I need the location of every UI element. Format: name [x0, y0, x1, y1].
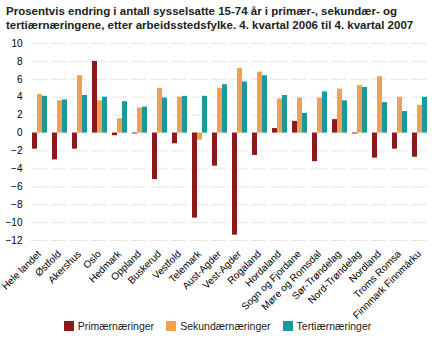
svg-text:2: 2 — [17, 109, 23, 120]
svg-text:10: 10 — [11, 37, 23, 48]
html-text:Tertiærnæringer: Tertiærnæringer — [296, 319, 372, 332]
svg-text:−2: −2 — [11, 145, 23, 156]
svg-text:Østfold: Østfold — [33, 248, 64, 279]
svg-text:6: 6 — [17, 73, 23, 84]
svg-text:Sogn og Fjordane: Sogn og Fjordane — [239, 248, 304, 312]
svg-text:Vestfold: Vestfold — [150, 248, 184, 281]
svg-text:Rogaland: Rogaland — [225, 248, 264, 286]
svg-text:Vest-Agder: Vest-Agder — [200, 248, 244, 291]
svg-text:−4: −4 — [11, 163, 23, 174]
svg-text:4: 4 — [17, 91, 23, 102]
svg-text:8: 8 — [17, 55, 23, 66]
svg-text:Oslo: Oslo — [80, 248, 104, 271]
svg-text:Buskerud: Buskerud — [125, 248, 164, 286]
svg-text:Akershus: Akershus — [46, 248, 83, 285]
svg-text:−6: −6 — [11, 181, 23, 192]
html-text:Sekundærnæringer: Sekundærnæringer — [180, 319, 271, 332]
svg-text:Telemark: Telemark — [166, 248, 204, 285]
svg-text:Aust-Agder: Aust-Agder — [180, 248, 224, 292]
html-text:Primærnæringer: Primærnæringer — [77, 319, 155, 332]
svg-text:0: 0 — [17, 127, 23, 138]
html-text:Prosentvis endring i antall sy: Prosentvis endring i antall sysselsatte … — [6, 5, 414, 32]
svg-text:Nord-Trøndelag: Nord-Trøndelag — [305, 248, 364, 306]
svg-text:Nordland: Nordland — [346, 248, 384, 285]
svg-text:Sør-Trøndelag: Sør-Trøndelag — [289, 248, 344, 302]
svg-text:−8: −8 — [11, 199, 23, 210]
svg-text:−12: −12 — [6, 234, 23, 245]
svg-text:Hedmark: Hedmark — [86, 248, 124, 285]
svg-text:Troms Romsa: Troms Romsa — [351, 248, 404, 300]
svg-text:Møre og Romsdal: Møre og Romsdal — [259, 248, 324, 312]
svg-text:Finnmark Finnmárku: Finnmark Finnmárku — [351, 248, 424, 320]
svg-text:Hordaland: Hordaland — [242, 248, 284, 289]
svg-text:−10: −10 — [6, 217, 23, 228]
svg-text:Oppland: Oppland — [108, 248, 144, 283]
